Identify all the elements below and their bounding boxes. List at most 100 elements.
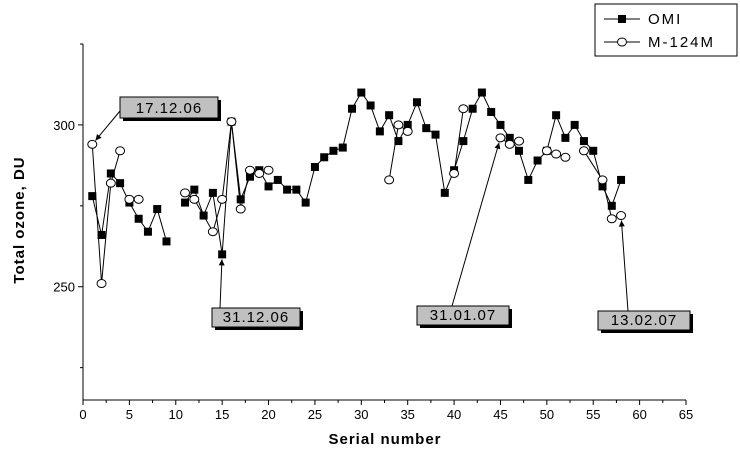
omi-point xyxy=(579,137,588,146)
m124m-point xyxy=(217,194,228,204)
omi-point xyxy=(283,185,292,194)
m124m-point xyxy=(504,139,515,149)
series-layer xyxy=(87,88,627,288)
omi-point xyxy=(236,195,245,204)
x-axis-title: Serial number xyxy=(328,431,441,448)
m124m-point xyxy=(449,168,460,178)
omi-point xyxy=(607,201,616,210)
omi-point xyxy=(181,198,190,207)
omi-point xyxy=(366,101,375,110)
omi-point xyxy=(524,175,533,184)
annotation-label: 13.02.07 xyxy=(611,312,677,329)
omi-point xyxy=(375,127,384,136)
m124m-point xyxy=(133,194,144,204)
x-tick-label: 15 xyxy=(215,407,229,422)
omi-point xyxy=(431,130,440,139)
omi-point xyxy=(320,153,329,162)
omi-point xyxy=(88,192,97,201)
annotation-box xyxy=(597,310,691,331)
omi-point xyxy=(143,227,152,236)
legend-box xyxy=(594,3,738,57)
legend-marker xyxy=(618,15,626,23)
omi-point xyxy=(292,185,301,194)
axes: 0 5 10 15 20 25 30 35 40 45 50 55 60 65 250 300 xyxy=(53,43,693,422)
x-tick-label: 35 xyxy=(400,407,414,422)
m124m-point xyxy=(597,175,608,185)
m124m-point xyxy=(244,165,255,175)
m124m-point xyxy=(541,146,552,156)
m124m-point xyxy=(87,139,98,149)
omi-point xyxy=(394,137,403,146)
omi-point xyxy=(218,250,227,259)
legend: OMI M-124M xyxy=(594,3,738,57)
omi-point xyxy=(329,146,338,155)
annotation-layer: 17.12.06 31.12.06 31.01.07 13.02.07 xyxy=(95,96,693,333)
omi-point xyxy=(515,146,524,155)
omi-point xyxy=(264,182,273,191)
m124m-point xyxy=(115,146,126,156)
y-tick-label: 300 xyxy=(53,118,75,133)
omi-point xyxy=(310,162,319,171)
m124m-point xyxy=(124,194,135,204)
omi-point xyxy=(589,146,598,155)
arrow-head xyxy=(218,259,225,266)
annotation-arrow xyxy=(95,110,121,141)
arrow-head xyxy=(95,133,102,141)
omi-point xyxy=(403,120,412,129)
omi-point xyxy=(412,98,421,107)
x-tick-label: 5 xyxy=(126,407,133,422)
omi-point xyxy=(348,104,357,113)
m124m-point xyxy=(189,194,200,204)
legend-label: M-124M xyxy=(648,34,715,51)
m124m-point xyxy=(96,278,107,288)
annotation-label: 17.12.06 xyxy=(136,100,202,117)
omi-point xyxy=(190,185,199,194)
x-tick-label: 30 xyxy=(354,407,368,422)
annotation-box xyxy=(119,96,219,119)
x-tick-label: 50 xyxy=(540,407,554,422)
m124m-point xyxy=(384,175,395,185)
legend-marker xyxy=(617,37,627,47)
omi-point xyxy=(208,188,217,197)
m124m-point xyxy=(551,149,562,159)
m124m-point xyxy=(560,152,571,162)
omi-point xyxy=(598,182,607,191)
annotation-label: 31.12.06 xyxy=(223,309,289,326)
m124m-point xyxy=(606,214,617,224)
m124m-point xyxy=(180,188,191,198)
omi-point xyxy=(617,175,626,184)
m124m-point xyxy=(495,133,506,143)
m124m-point xyxy=(105,178,116,188)
x-tick-label: 10 xyxy=(169,407,183,422)
arrow-head xyxy=(494,142,501,150)
m124m-point xyxy=(458,104,469,114)
omi-point xyxy=(385,111,394,120)
omi-point xyxy=(273,175,282,184)
x-tick-label: 0 xyxy=(79,407,86,422)
annotation-box xyxy=(416,305,510,326)
x-tick-label: 20 xyxy=(261,407,275,422)
omi-point xyxy=(570,120,579,129)
m124m-point xyxy=(254,168,265,178)
legend-item: OMI xyxy=(604,11,680,28)
omi-point xyxy=(134,214,143,223)
m124m-point xyxy=(616,211,627,221)
omi-point xyxy=(245,172,254,181)
omi-point xyxy=(468,104,477,113)
annotation: 31.01.07 xyxy=(416,142,512,328)
series-line xyxy=(91,144,121,284)
x-tick-label: 55 xyxy=(586,407,600,422)
omi-point xyxy=(477,88,486,97)
omi-point xyxy=(357,88,366,97)
omi-point xyxy=(561,133,570,142)
y-axis-title: Total ozone, DU xyxy=(11,156,28,283)
omi-point xyxy=(116,179,125,188)
omi-point xyxy=(552,111,561,120)
x-tick-label: 25 xyxy=(308,407,322,422)
omi-point xyxy=(487,107,496,116)
omi-point xyxy=(459,137,468,146)
m124m-point xyxy=(235,204,246,214)
annotation: 31.12.06 xyxy=(211,259,303,330)
m124m-point xyxy=(263,165,274,175)
